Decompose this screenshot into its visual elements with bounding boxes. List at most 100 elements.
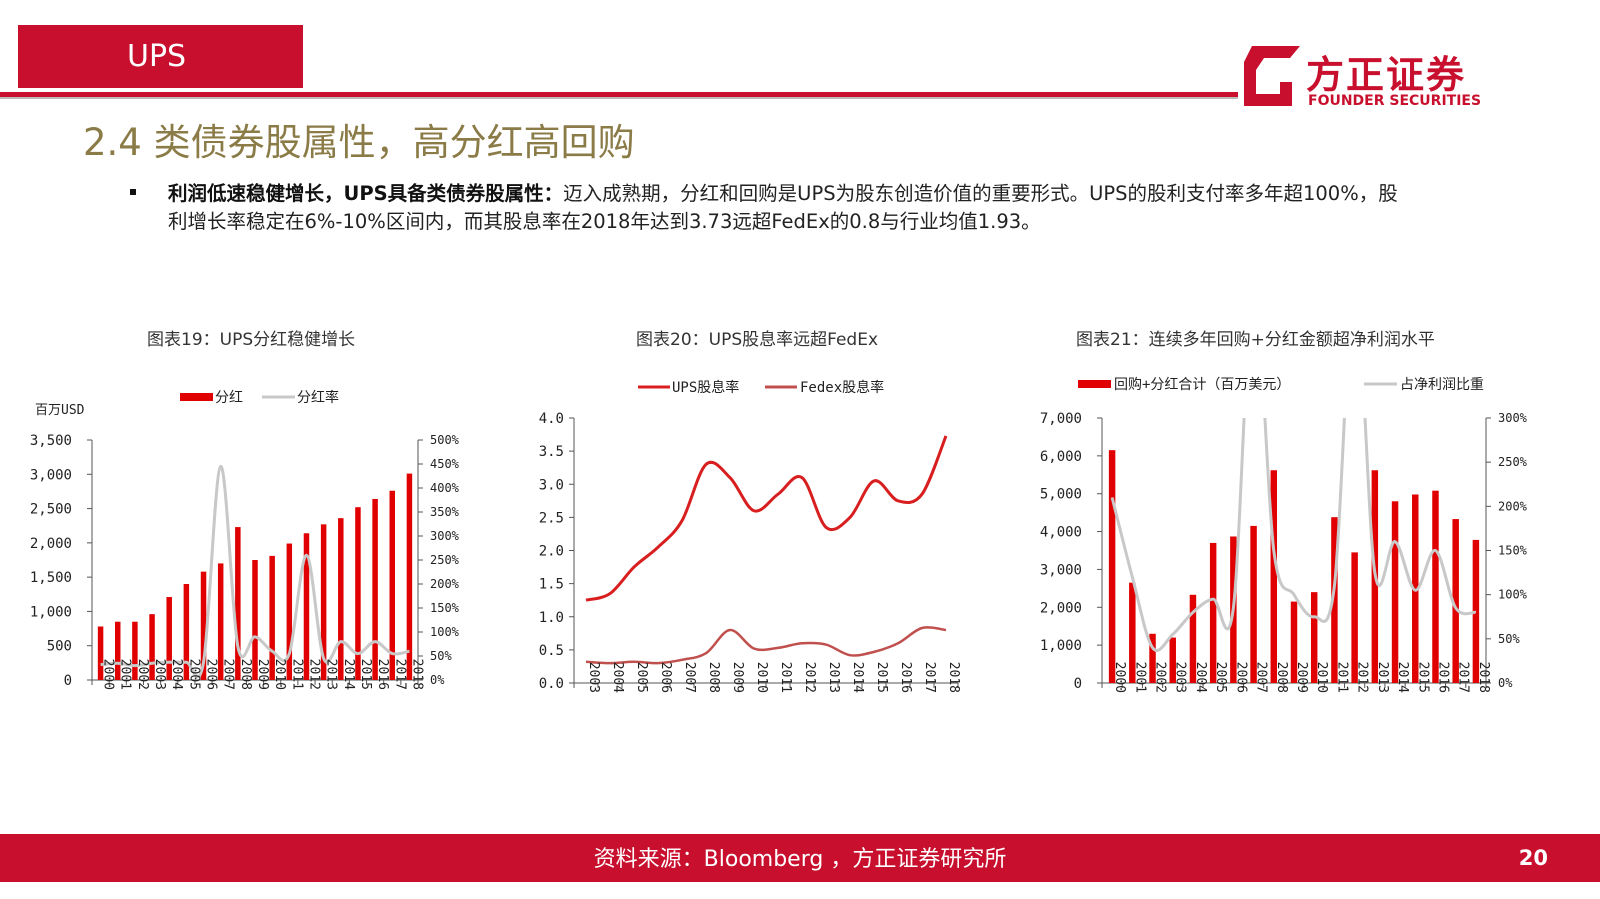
chart2-y-tick: 1.0 <box>539 610 564 626</box>
chart2-x-tick-2015: 2015 <box>874 662 889 693</box>
chart2-x-tick-2012: 2012 <box>802 662 817 693</box>
chart1-bar-2012 <box>303 533 310 680</box>
chart1-y-tick-left: 3,000 <box>30 467 72 483</box>
chart3-x-tick-2000: 2000 <box>1112 662 1127 693</box>
chart2-title: 图表20：UPS股息率远超FedEx <box>636 330 879 350</box>
chart1-x-tick-2011: 2011 <box>289 659 304 690</box>
chart3-y-tick-left: 4,000 <box>1040 525 1082 541</box>
chart1-bar-2014 <box>338 518 344 680</box>
chart1-x-tick-2014: 2014 <box>341 659 356 690</box>
chart1-y-tick-right: 200% <box>430 577 460 591</box>
chart1-x-tick-2010: 2010 <box>272 659 287 690</box>
chart3-x-tick-2003: 2003 <box>1173 662 1188 693</box>
chart1-bar-2004 <box>166 597 172 680</box>
chart1-bar-2008 <box>235 527 241 680</box>
chart3-x-tick-2013: 2013 <box>1375 662 1390 693</box>
chart2-x-tick-2003: 2003 <box>586 662 601 693</box>
chart1-x-tick-2017: 2017 <box>392 659 407 690</box>
chart2-x-tick-2009: 2009 <box>730 662 745 693</box>
header-tag-label: UPS <box>127 39 187 74</box>
chart2-x-tick-2017: 2017 <box>922 662 937 693</box>
chart1-x-tick-2013: 2013 <box>324 659 339 690</box>
chart3-bar-2016 <box>1432 490 1439 683</box>
chart3-buyback-dividend: 0 1,000 2,000 3,000 4,000 5,000 6,000 7,000 0% 50… <box>1040 377 1528 693</box>
header-rule-shadow <box>0 97 1238 99</box>
chart2-x-tick-2006: 2006 <box>658 662 673 693</box>
chart3-bar-2000 <box>1108 450 1116 683</box>
chart2-y-tick: 4.0 <box>539 411 564 427</box>
chart1-y-tick-right: 300% <box>430 529 460 543</box>
chart1-bar-2003 <box>149 614 155 680</box>
chart2-x-tick-2004: 2004 <box>610 662 625 693</box>
chart2-y-tick: 3.0 <box>539 477 564 493</box>
chart2-x-tick-2016: 2016 <box>898 662 913 693</box>
founder-logo-icon <box>1244 46 1300 106</box>
header-tag: UPS <box>18 25 303 88</box>
chart3-legend-line-label: 占净利润比重 <box>1400 377 1484 393</box>
chart1-x-tick-2008: 2008 <box>238 659 253 690</box>
page-number: 20 <box>1518 846 1548 870</box>
chart3-x-tick-2007: 2007 <box>1254 662 1269 693</box>
chart1-y-tick-left: 2,500 <box>30 502 72 518</box>
chart1-x-tick-2009: 2009 <box>255 659 270 690</box>
chart1-x-tick-2001: 2001 <box>118 659 133 690</box>
chart1-bar-2011 <box>286 543 293 680</box>
chart1-x-tick-2006: 2006 <box>204 659 219 690</box>
chart2-x-tick-2005: 2005 <box>634 662 649 693</box>
chart3-bar-2001 <box>1129 582 1136 683</box>
chart3-x-tick-2004: 2004 <box>1193 662 1208 693</box>
chart1-bar-2016 <box>372 498 378 680</box>
footer-source: 资料来源：Bloomberg ，方正证券研究所 <box>593 847 1007 872</box>
section-title: 2.4 类债券股属性，高分红高回购 <box>83 121 635 164</box>
chart3-bar-2017 <box>1452 519 1459 683</box>
chart1-y-tick-left: 3,500 <box>30 433 72 449</box>
chart1-y-tick-left: 1,500 <box>30 570 72 586</box>
chart1-dividend-growth: 0 500 1,000 1,500 2,000 2,500 3,000 3,500 0% 50% 1… <box>30 389 460 690</box>
chart3-x-tick-2017: 2017 <box>1456 662 1471 693</box>
chart1-y-tick-right: 0% <box>430 673 445 687</box>
chart1-x-tick-2003: 2003 <box>152 659 167 690</box>
chart1-y-tick-right: 400% <box>430 481 460 495</box>
bullet-marker <box>130 189 136 195</box>
chart3-title: 图表21：连续多年回购+分红金额超净利润水平 <box>1076 330 1435 350</box>
chart1-legend-line-label: 分红率 <box>297 389 339 406</box>
chart3-y-tick-right: 100% <box>1498 588 1528 602</box>
chart3-x-tick-2015: 2015 <box>1415 662 1430 693</box>
chart1-bar-2009 <box>252 560 258 680</box>
chart2-x-tick-2010: 2010 <box>754 662 769 693</box>
chart3-y-tick-left: 5,000 <box>1040 487 1082 503</box>
chart1-y-tick-right: 100% <box>430 625 460 639</box>
chart1-x-tick-2018: 2018 <box>409 659 424 690</box>
chart3-x-tick-2018: 2018 <box>1476 662 1491 693</box>
chart3-x-tick-2014: 2014 <box>1395 662 1410 693</box>
chart1-y-tick-left: 500 <box>47 639 72 655</box>
chart1-bar-2006 <box>200 571 207 680</box>
chart3-y-tick-left: 1,000 <box>1040 638 1082 654</box>
chart1-bar-2013 <box>320 524 327 680</box>
chart2-y-tick: 2.0 <box>539 544 564 560</box>
bullet-paragraph: 利润低速稳健增长，UPS具备类债券股属性：迈入成熟期，分红和回购是UPS为股东创… <box>168 180 1398 236</box>
chart3-bar-2003 <box>1169 637 1176 683</box>
chart1-bar-2005 <box>183 584 190 680</box>
chart2-x-tick-2007: 2007 <box>682 662 697 693</box>
chart3-y-tick-left: 2,000 <box>1040 600 1082 616</box>
chart1-y-tick-right: 450% <box>430 457 460 471</box>
chart1-legend-bar-label: 分红 <box>215 390 243 406</box>
chart1-x-tick-2016: 2016 <box>375 659 390 690</box>
founder-logo: 方正证券 FOUNDER SECURITIES <box>1234 40 1524 120</box>
header-rule <box>0 92 1238 97</box>
chart3-y-tick-left: 6,000 <box>1040 449 1082 465</box>
chart3-bar-2012 <box>1351 552 1358 683</box>
chart1-x-tick-2000: 2000 <box>101 659 116 690</box>
chart2-x-tick-2008: 2008 <box>706 662 721 693</box>
logo-chinese-name: 方正证券 <box>1306 53 1467 97</box>
chart3-y-tick-right: 300% <box>1498 411 1528 425</box>
chart2-y-tick: 0.5 <box>539 643 564 659</box>
chart3-bar-2010 <box>1310 592 1318 683</box>
chart3-y-tick-right: 150% <box>1498 544 1528 558</box>
chart1-y-tick-left: 1,000 <box>30 604 72 620</box>
chart1-x-tick-2015: 2015 <box>358 659 373 690</box>
chart3-y-tick-right: 200% <box>1498 499 1528 513</box>
chart2-x-tick-2013: 2013 <box>826 662 841 693</box>
chart1-bar-2015 <box>355 507 361 680</box>
